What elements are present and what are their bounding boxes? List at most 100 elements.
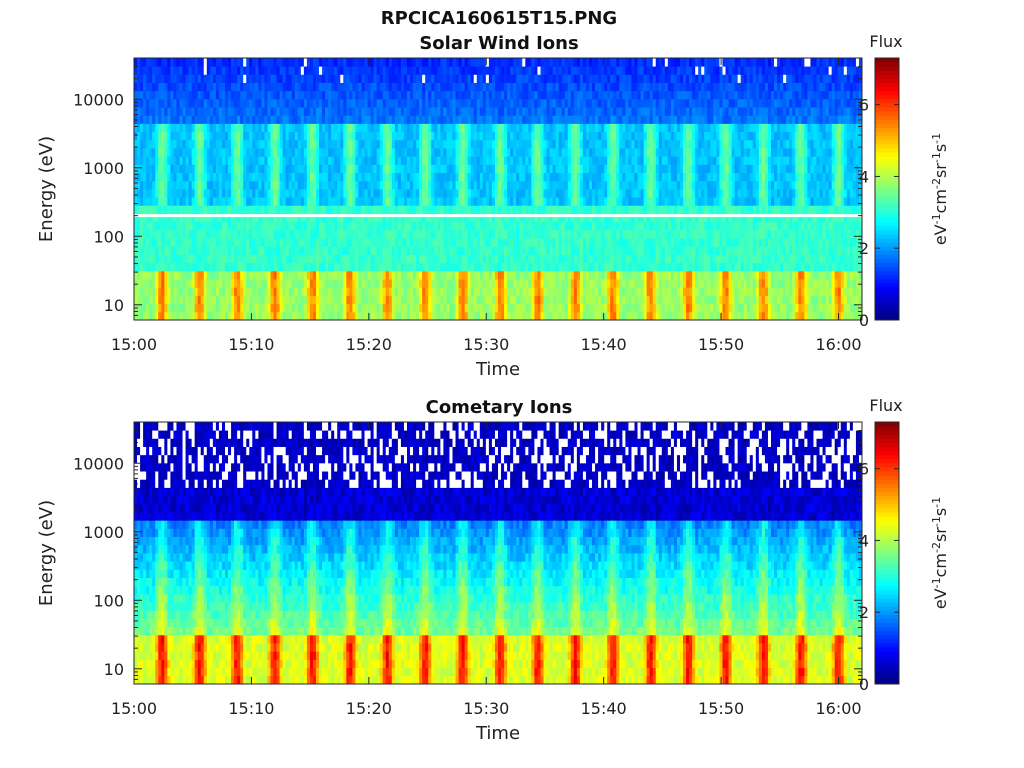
heatmap-cell xyxy=(570,262,575,272)
heatmap-cell xyxy=(558,311,563,321)
heatmap-cell xyxy=(328,311,332,321)
heatmap-cell xyxy=(485,287,490,296)
heatmap-cell xyxy=(258,246,262,255)
heatmap-cell xyxy=(413,303,417,313)
heatmap-cell xyxy=(382,107,387,116)
heatmap-cell xyxy=(488,115,493,124)
heatmap-cell xyxy=(249,189,253,198)
heatmap-cell xyxy=(255,115,259,124)
heatmap-cell xyxy=(507,279,511,288)
heatmap-cell xyxy=(485,262,490,272)
heatmap-cell xyxy=(218,115,223,124)
heatmap-cell xyxy=(209,311,214,321)
heatmap-cell xyxy=(403,221,408,231)
heatmap-cell xyxy=(137,279,141,288)
heatmap-cell xyxy=(225,139,229,149)
heatmap-cell xyxy=(173,205,177,214)
heatmap-cell xyxy=(410,74,414,83)
heatmap-cell xyxy=(228,229,232,239)
heatmap-cell xyxy=(176,270,180,280)
heatmap-cell xyxy=(203,74,208,83)
heatmap-cell xyxy=(309,221,314,231)
heatmap-cell xyxy=(582,238,587,247)
heatmap-cell xyxy=(146,66,150,75)
heatmap-cell xyxy=(188,58,193,67)
heatmap-cell xyxy=(413,295,417,305)
heatmap-cell xyxy=(410,189,414,198)
heatmap-cell xyxy=(592,180,596,190)
heatmap-cell xyxy=(585,238,590,247)
heatmap-cell xyxy=(188,221,193,231)
heatmap-cell xyxy=(413,197,417,206)
heatmap-cell xyxy=(479,98,484,108)
heatmap-cell xyxy=(428,98,432,108)
heatmap-cell xyxy=(513,156,517,165)
heatmap-cell xyxy=(367,131,371,141)
heatmap-cell xyxy=(319,90,323,100)
heatmap-cell xyxy=(379,221,384,231)
heatmap-cell xyxy=(143,164,147,174)
heatmap-cell xyxy=(349,238,353,247)
heatmap-cell xyxy=(403,246,408,255)
heatmap-cell xyxy=(464,229,469,239)
heatmap-cell xyxy=(537,172,541,182)
heatmap-cell xyxy=(188,262,193,272)
heatmap-cell xyxy=(437,74,441,83)
heatmap-cell xyxy=(491,213,496,223)
heatmap-cell xyxy=(528,82,532,92)
heatmap-cell xyxy=(373,131,378,141)
heatmap-cell xyxy=(407,238,411,247)
heatmap-cell xyxy=(561,156,566,165)
heatmap-cell xyxy=(152,246,156,255)
heatmap-cell xyxy=(191,254,196,264)
heatmap-cell xyxy=(394,74,399,83)
heatmap-cell xyxy=(243,66,247,75)
heatmap-cell xyxy=(437,279,441,288)
heatmap-cell xyxy=(479,139,484,149)
heatmap-cell xyxy=(240,279,244,288)
heatmap-cell xyxy=(158,189,162,198)
heatmap-cell xyxy=(349,115,353,124)
heatmap-cell xyxy=(212,156,217,165)
heatmap-cell xyxy=(370,287,375,296)
heatmap-cell xyxy=(491,58,496,67)
heatmap-cell xyxy=(340,98,344,108)
heatmap-cell xyxy=(325,82,329,92)
heatmap-cell xyxy=(282,205,287,214)
heatmap-cell xyxy=(309,180,314,190)
heatmap-cell xyxy=(467,180,472,190)
heatmap-cell xyxy=(325,246,329,255)
heatmap-cell xyxy=(306,262,311,272)
heatmap-cell xyxy=(576,123,581,133)
heatmap-cell xyxy=(494,82,499,92)
heatmap-cell xyxy=(543,148,547,157)
heatmap-cell xyxy=(400,164,405,174)
heatmap-cell xyxy=(446,270,450,280)
heatmap-cell xyxy=(167,131,171,141)
heatmap-cell xyxy=(498,164,502,174)
heatmap-cell xyxy=(134,123,138,133)
heatmap-cell xyxy=(194,90,199,100)
heatmap-cell xyxy=(567,172,572,182)
heatmap-cell xyxy=(567,115,572,124)
heatmap-cell xyxy=(282,139,287,149)
heatmap-cell xyxy=(297,303,302,313)
heatmap-cell xyxy=(561,82,566,92)
heatmap-cell xyxy=(352,238,356,247)
heatmap-cell xyxy=(403,303,408,313)
heatmap-cell xyxy=(519,238,523,247)
heatmap-cell xyxy=(498,213,502,223)
heatmap-cell xyxy=(200,164,205,174)
heatmap-cell xyxy=(394,221,399,231)
heatmap-cell xyxy=(579,229,584,239)
heatmap-cell xyxy=(567,189,572,198)
heatmap-cell xyxy=(410,311,414,321)
heatmap-cell xyxy=(410,180,414,190)
heatmap-cell xyxy=(437,107,441,116)
heatmap-cell xyxy=(589,123,593,133)
heatmap-cell xyxy=(437,205,441,214)
heatmap-cell xyxy=(540,58,544,67)
heatmap-cell xyxy=(161,238,165,247)
heatmap-cell xyxy=(300,270,305,280)
heatmap-cell xyxy=(373,246,378,255)
